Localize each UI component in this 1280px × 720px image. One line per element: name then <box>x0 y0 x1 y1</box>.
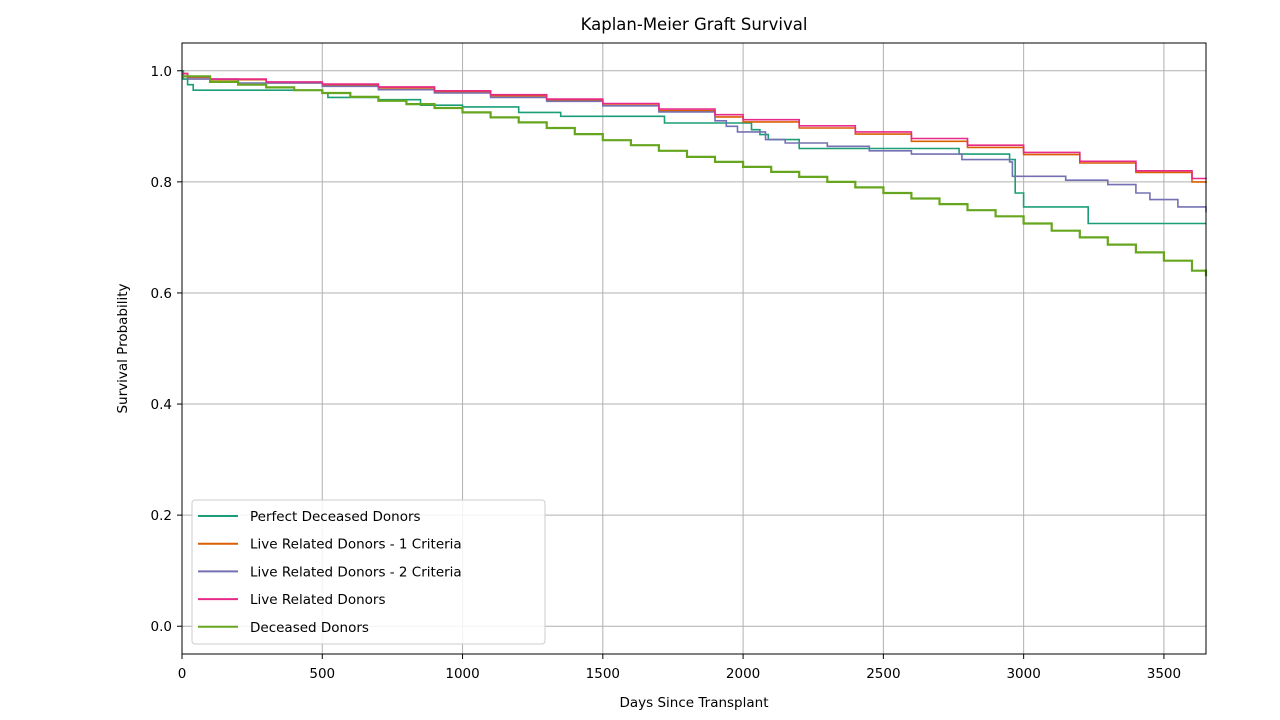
x-tick-label: 1500 <box>586 666 620 682</box>
series-line-1 <box>182 72 1207 183</box>
legend-label-2: Live Related Donors - 2 Criteria <box>250 564 462 580</box>
legend-label-0: Perfect Deceased Donors <box>250 509 421 525</box>
legend: Perfect Deceased Donors Live Related Dono… <box>191 499 546 645</box>
plot-series <box>182 70 1208 277</box>
series-line-4 <box>182 75 1208 277</box>
series-line-2 <box>182 75 1207 213</box>
legend-box <box>191 499 546 645</box>
x-tick-label: 2500 <box>866 666 900 682</box>
x-tick-label: 1000 <box>445 666 479 682</box>
axis-ticks: 0 500 1000 1500 2000 2500 3000 3500 0.0 0.2 0.4 0.6… <box>151 64 1182 682</box>
y-tick-label: 0.8 <box>151 175 172 191</box>
y-tick-label: 0.0 <box>151 619 172 635</box>
x-tick-label: 3000 <box>1006 666 1040 682</box>
y-axis-label: Survival Probability <box>115 283 131 413</box>
chart-title: Kaplan-Meier Graft Survival <box>581 15 808 34</box>
x-tick-label: 0 <box>178 666 187 682</box>
x-axis-label: Days Since Transplant <box>620 695 769 711</box>
grid-lines <box>181 43 1206 654</box>
series-line-3 <box>182 72 1207 180</box>
legend-label-1: Live Related Donors - 1 Criteria <box>250 537 462 553</box>
legend-label-3: Live Related Donors <box>250 592 385 608</box>
legend-label-4: Deceased Donors <box>250 620 369 636</box>
y-tick-label: 0.4 <box>151 397 172 413</box>
x-tick-label: 500 <box>309 666 335 682</box>
x-tick-label: 2000 <box>726 666 760 682</box>
plot-frame <box>181 42 1207 655</box>
y-tick-label: 1.0 <box>151 64 172 80</box>
x-tick-label: 3500 <box>1147 666 1181 682</box>
y-tick-label: 0.2 <box>151 508 172 524</box>
y-tick-label: 0.6 <box>151 286 172 302</box>
